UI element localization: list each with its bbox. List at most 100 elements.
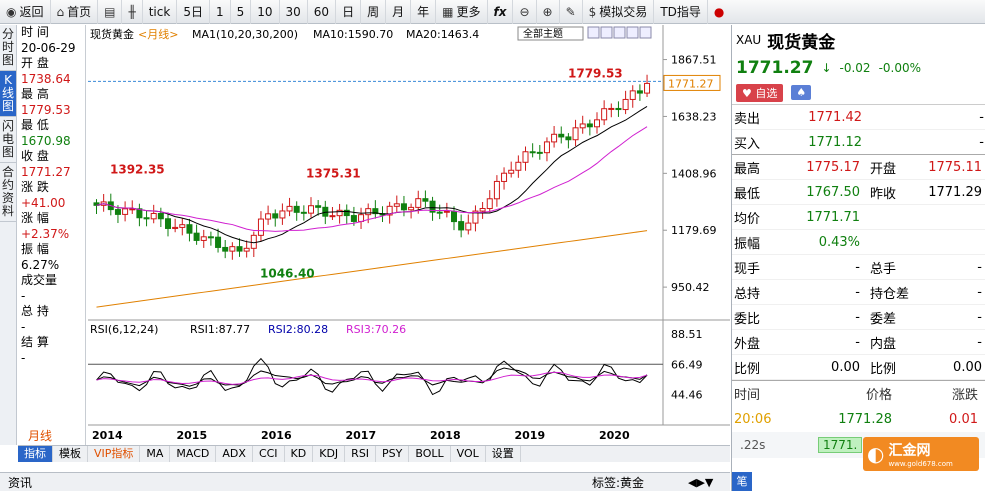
candle [400, 203, 407, 211]
period-1m[interactable]: 1 [210, 0, 231, 24]
layout-toggle-icon[interactable] [639, 26, 652, 39]
indicator-tab[interactable]: RSI [345, 446, 377, 462]
indicator-tab[interactable]: KD [285, 446, 314, 462]
price-annotation: 1375.31 [306, 167, 361, 181]
x-tick-label: 2015 [177, 429, 208, 442]
indicator-tab[interactable]: VIP指标 [88, 446, 141, 462]
formula-button[interactable]: fx [488, 0, 514, 24]
candle [193, 232, 200, 241]
candle [336, 209, 343, 217]
tab-contract[interactable]: 合约资料 [0, 163, 16, 222]
info-value: 1779.53 [21, 102, 71, 117]
period-day[interactable]: 日 [336, 0, 362, 24]
period-30m[interactable]: 30 [280, 0, 308, 24]
period-10m[interactable]: 10 [251, 0, 280, 24]
tick-button[interactable]: tick [143, 0, 178, 24]
quote-cell: - [855, 309, 860, 325]
change: -0.02 [839, 61, 871, 75]
info-label: 最 高 [21, 87, 49, 101]
period-60m[interactable]: 60 [308, 0, 337, 24]
info-label: 涨 幅 [21, 211, 49, 225]
draw-button[interactable]: ✎ [560, 0, 583, 24]
indicator-tab[interactable]: BOLL [409, 446, 451, 462]
last-price-cell: 1771. [818, 437, 863, 453]
period-5m[interactable]: 5 [231, 0, 252, 24]
tab-kline[interactable]: K线图 [0, 71, 16, 117]
indicator-tab[interactable]: MA [140, 446, 171, 462]
topics-dropdown[interactable] [517, 26, 584, 41]
indicator-tab[interactable]: MACD [170, 446, 217, 462]
candle-icon: ╫ [128, 4, 136, 19]
status-news[interactable]: 资讯 [8, 475, 33, 490]
zoom-out-button[interactable]: ⊖ [513, 0, 537, 24]
candle [551, 133, 558, 143]
x-tick-label: 2018 [430, 429, 461, 442]
candle [293, 205, 300, 213]
period-5d[interactable]: 5日 [177, 0, 210, 24]
x-tick-label: 2016 [261, 429, 292, 442]
kline-chart[interactable]: 现货黄金 <月线> MA1(10,20,30,200) MA10:1590.70 MA2… [88, 25, 730, 445]
home-button[interactable]: ⌂ 首页 [51, 0, 99, 24]
candle [157, 212, 164, 220]
status-arrows[interactable]: ◀▶▼ [688, 475, 714, 489]
layout-toggle-icon[interactable] [587, 26, 600, 39]
close-button[interactable]: ● [708, 0, 730, 24]
indicator-tab[interactable]: CCI [253, 446, 285, 462]
zoom-in-button[interactable]: ⊕ [537, 0, 560, 24]
tab-flash[interactable]: 闪电图 [0, 117, 16, 163]
symbol-code: XAU [736, 33, 762, 47]
indicator-tab[interactable]: PSY [376, 446, 410, 462]
brand-badge[interactable]: ◐ 汇金网 www.gold678.com [863, 437, 979, 471]
quote-cell: 委差 [870, 311, 897, 327]
indicator-tab[interactable]: 指标 [18, 446, 53, 462]
watchlist-button[interactable]: ♥ 自选 [736, 83, 784, 102]
sim-trade-button[interactable]: $ 模拟交易 [583, 0, 655, 24]
candle [186, 224, 193, 234]
quote-cell: 1771.29 [928, 184, 982, 200]
last-time: .22s [740, 438, 766, 452]
rsi-tick-label: 88.51 [671, 328, 703, 341]
quote-cell: 比例 [870, 361, 897, 377]
candle [594, 119, 600, 128]
candle [558, 133, 565, 138]
more-button[interactable]: ▦ 更多 [436, 0, 488, 24]
indicator-tab[interactable]: 模板 [53, 446, 88, 462]
price-annotation: 1779.53 [568, 66, 623, 80]
candle [243, 247, 250, 252]
indicator-tab[interactable]: 设置 [486, 446, 521, 462]
indicator-tab[interactable]: KDJ [313, 446, 346, 462]
td-guide-button[interactable]: TD指导 [654, 0, 708, 24]
candle [458, 221, 465, 231]
candle [579, 123, 586, 129]
indicator-tab[interactable]: VOL [451, 446, 486, 462]
period-year[interactable]: 年 [411, 0, 437, 24]
info-value: 1738.64 [21, 71, 71, 86]
layout-toggle-icon[interactable] [613, 26, 626, 39]
indicator-tab[interactable]: ADX [216, 446, 253, 462]
quote-cell: 比例 [734, 361, 761, 377]
quote-cell: 总持 [734, 286, 761, 302]
info-label: 时 间 [21, 25, 49, 39]
back-button[interactable]: ◉ 返回 [0, 0, 51, 24]
info-value: +41.00 [21, 195, 66, 210]
candle [543, 141, 550, 154]
rsi-header-text: RSI(6,12,24) [90, 323, 158, 336]
layout-toggle-icon[interactable] [600, 26, 613, 39]
bid-price: 1771.12 [808, 134, 862, 150]
layout-toggle-icon[interactable] [626, 26, 639, 39]
candle [451, 210, 457, 223]
current-price-box [663, 74, 721, 91]
candle [200, 236, 207, 241]
zoom-in-icon: ⊕ [542, 4, 553, 19]
chart-mode-button[interactable]: ▤ [98, 0, 123, 24]
candle [422, 198, 429, 202]
period-month[interactable]: 月 [386, 0, 412, 24]
rsi-header-text: RSI1:87.77 [190, 323, 250, 336]
bell-button[interactable]: ♠ [791, 85, 812, 100]
note-button[interactable]: 笔 [732, 472, 752, 491]
period-week[interactable]: 周 [361, 0, 387, 24]
kline-mode-button[interactable]: ╫ [122, 0, 143, 24]
tab-timeshare[interactable]: 分时图 [0, 25, 16, 71]
quote-cell: 昨收 [870, 186, 897, 202]
topics-label: 全部主题 [523, 27, 563, 40]
